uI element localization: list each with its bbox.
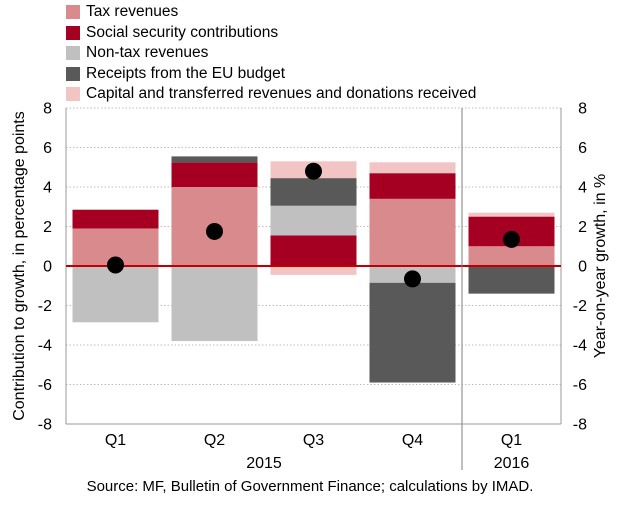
y-tick-label: 6: [43, 140, 52, 157]
y-tick-label: -2: [38, 298, 52, 315]
x-tick-label: Q2: [204, 432, 225, 449]
y2-tick-label: 0: [578, 259, 587, 276]
bar-segment: [468, 266, 555, 294]
legend-swatch: [66, 66, 80, 81]
source-note: Source: MF, Bulletin of Government Finan…: [86, 478, 534, 495]
year-label: 2016: [494, 455, 530, 472]
yoy-markers: [107, 162, 520, 288]
y2-tick-label: -2: [573, 298, 587, 315]
bar-segment: [369, 173, 456, 199]
bar-segment: [369, 282, 456, 383]
bar-segment: [171, 266, 258, 342]
y2-tick-label: 4: [578, 180, 587, 197]
bar-segment: [369, 198, 456, 266]
bar-segment: [72, 209, 159, 229]
yoy-point: [107, 256, 124, 274]
bar-segment: [270, 266, 357, 275]
legend-label: Capital and transferred revenues and don…: [86, 85, 477, 103]
x-axis-labels: Q1 Q2 Q3 Q4 Q1 2015 2016: [105, 432, 530, 472]
bar-segment: [369, 162, 456, 174]
y2-tick-label: 6: [578, 140, 587, 157]
legend-item: Tax revenues: [66, 2, 476, 23]
y2-tick-label: -6: [573, 377, 587, 394]
bar-segment: [171, 162, 258, 187]
y2-tick-label: -4: [573, 338, 587, 355]
legend: Tax revenues Social security contribution…: [66, 2, 476, 105]
y2-tick-label: 2: [578, 219, 587, 236]
y-tick-label: 2: [43, 219, 52, 236]
legend-item: Capital and transferred revenues and don…: [66, 84, 476, 105]
bar-segment: [72, 266, 159, 323]
bar-segment: [468, 212, 555, 217]
bars: [72, 156, 555, 383]
yoy-point: [503, 230, 520, 248]
y2-tick-label: -8: [573, 417, 587, 434]
legend-swatch: [66, 46, 80, 61]
bar-segment: [468, 246, 555, 266]
y-tick-label: -6: [38, 377, 52, 394]
bar-segment: [270, 235, 357, 266]
bar-segment: [270, 178, 357, 206]
legend-item: Social security contributions: [66, 23, 476, 44]
y-tick-label: -4: [38, 338, 52, 355]
legend-label: Social security contributions: [86, 23, 279, 41]
legend-label: Tax revenues: [86, 3, 179, 21]
x-tick-label: Q4: [402, 432, 423, 449]
legend-label: Non-tax revenues: [86, 44, 209, 62]
legend-swatch: [66, 5, 80, 20]
bar-segment: [171, 156, 258, 163]
bar-segment: [270, 205, 357, 236]
legend-swatch: [66, 87, 80, 102]
yoy-point: [305, 162, 322, 180]
y2-axis-label: Year-on-year growth, in %: [592, 174, 609, 358]
y-axis-right-ticks: -8 -6 -4 -2 0 2 4 6 8: [573, 101, 587, 434]
y2-tick-label: 8: [578, 101, 587, 118]
y-tick-label: 4: [43, 180, 52, 197]
legend-label: Receipts from the EU budget: [86, 64, 286, 82]
year-label: 2015: [246, 455, 282, 472]
x-tick-label: Q3: [303, 432, 324, 449]
x-tick-label: Q1: [501, 432, 522, 449]
y-tick-label: 8: [43, 101, 52, 118]
yoy-point: [404, 270, 421, 288]
y-tick-label: -8: [38, 417, 52, 434]
yoy-point: [206, 222, 223, 240]
legend-item: Receipts from the EU budget: [66, 64, 476, 85]
y-axis-left-ticks: -8 -6 -4 -2 0 2 4 6 8: [38, 101, 52, 434]
x-tick-label: Q1: [105, 432, 126, 449]
legend-swatch: [66, 25, 80, 40]
legend-item: Non-tax revenues: [66, 43, 476, 64]
y-tick-label: 0: [43, 259, 52, 276]
y-axis-label: Contribution to growth, in percentage po…: [11, 111, 28, 421]
